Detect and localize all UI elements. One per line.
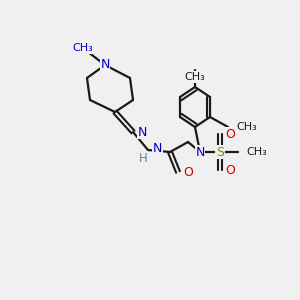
Text: CH₃: CH₃ (236, 122, 257, 132)
Text: S: S (216, 146, 224, 158)
Text: N: N (100, 58, 110, 71)
Text: O: O (225, 164, 235, 176)
Text: N: N (138, 125, 147, 139)
Text: CH₃: CH₃ (246, 147, 267, 157)
Text: N: N (153, 142, 162, 154)
Text: N: N (195, 146, 205, 158)
Text: O: O (183, 166, 193, 178)
Text: O: O (225, 128, 235, 140)
Text: CH₃: CH₃ (73, 43, 93, 53)
Text: CH₃: CH₃ (184, 72, 206, 82)
Text: H: H (139, 152, 147, 164)
